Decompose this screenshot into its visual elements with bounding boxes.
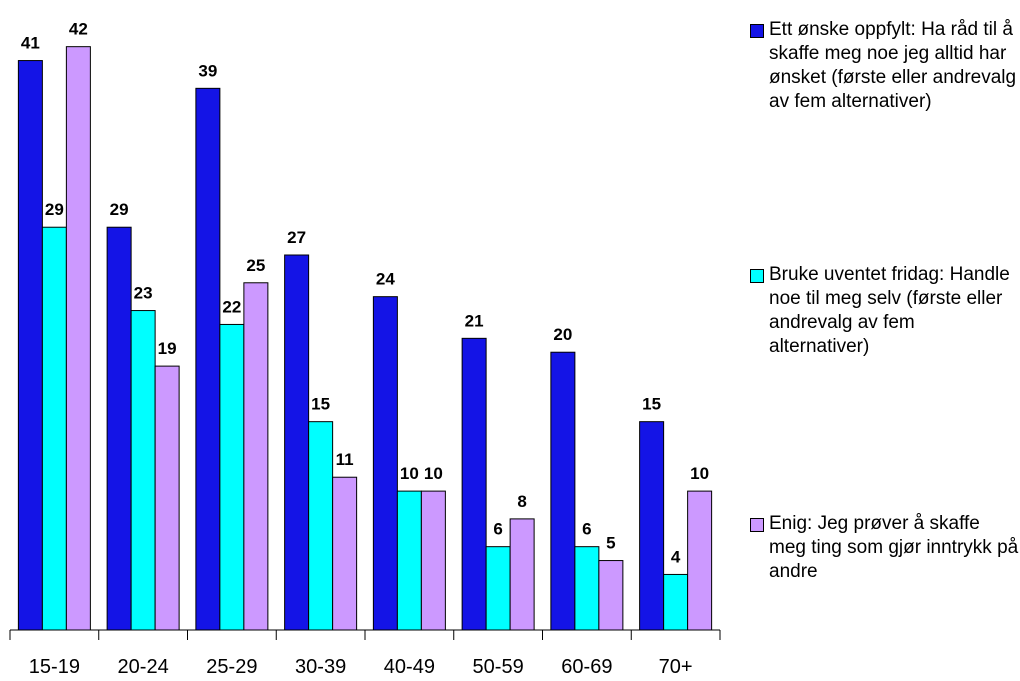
value-label: 11 (336, 450, 354, 469)
x-tick-label: 60-69 (561, 656, 612, 678)
value-label: 6 (582, 520, 591, 539)
bar (663, 573, 689, 631)
legend-item: Enig: Jeg prøver å skaffe meg ting som g… (750, 512, 1020, 584)
chart: 15-19 41 29 42 20-24 29 23 19 25-29 39 22 25 30-39 27… (9, 20, 721, 678)
legend-swatch (750, 269, 764, 283)
value-label: 29 (110, 200, 129, 219)
value-label: 8 (517, 492, 526, 511)
value-label: 10 (424, 464, 443, 483)
bar (461, 337, 487, 631)
bar (639, 421, 665, 631)
value-label: 10 (400, 464, 419, 483)
bar (687, 490, 713, 631)
bar (574, 546, 600, 631)
bar (41, 226, 67, 631)
value-label: 15 (642, 395, 661, 414)
value-label: 27 (287, 228, 306, 247)
bar (154, 365, 180, 631)
x-tick-label: 15-19 (29, 656, 80, 678)
legend-swatch (750, 518, 764, 532)
bar (243, 282, 269, 631)
x-tick-label: 70+ (659, 656, 693, 678)
bar (106, 226, 132, 631)
value-label: 39 (198, 61, 217, 80)
value-label: 19 (158, 339, 177, 358)
value-label: 6 (493, 520, 502, 539)
legend-label: Enig: Jeg prøver å skaffe meg ting som g… (769, 513, 1019, 582)
value-label: 4 (671, 547, 681, 566)
value-label: 22 (222, 297, 241, 316)
bar (396, 490, 422, 631)
value-label: 29 (45, 200, 64, 219)
value-label: 41 (21, 34, 40, 53)
value-label: 25 (246, 256, 265, 275)
value-label: 20 (553, 325, 572, 344)
value-label: 24 (376, 270, 395, 289)
x-tick-label: 20-24 (118, 656, 169, 678)
value-label: 23 (134, 284, 153, 303)
bar (372, 296, 398, 631)
bar (17, 60, 43, 631)
x-tick-label: 40-49 (384, 656, 435, 678)
bar (130, 310, 156, 631)
legend-item: Bruke uventet fridag: Handle noe til meg… (750, 263, 1020, 359)
bar (332, 476, 358, 631)
bar (284, 254, 310, 631)
value-label: 15 (311, 395, 330, 414)
bar (550, 351, 576, 631)
bar (598, 560, 624, 631)
x-tick-label: 50-59 (473, 656, 524, 678)
bar (509, 518, 535, 631)
legend-swatch (750, 24, 764, 38)
value-label: 21 (465, 311, 484, 330)
legend-item: Ett ønske oppfylt: Ha råd til å skaffe m… (750, 18, 1020, 114)
x-tick-label: 30-39 (295, 656, 346, 678)
bar (308, 421, 334, 631)
bar (420, 490, 446, 631)
bar (485, 546, 511, 631)
legend-label: Ett ønske oppfylt: Ha råd til å skaffe m… (769, 19, 1017, 112)
value-label: 5 (606, 534, 615, 553)
value-label: 10 (690, 464, 709, 483)
bar (219, 323, 245, 631)
bar (65, 46, 91, 631)
legend-label: Bruke uventet fridag: Handle noe til meg… (769, 264, 1010, 357)
bar (195, 87, 221, 631)
x-tick-label: 25-29 (206, 656, 257, 678)
value-label: 42 (69, 20, 88, 39)
